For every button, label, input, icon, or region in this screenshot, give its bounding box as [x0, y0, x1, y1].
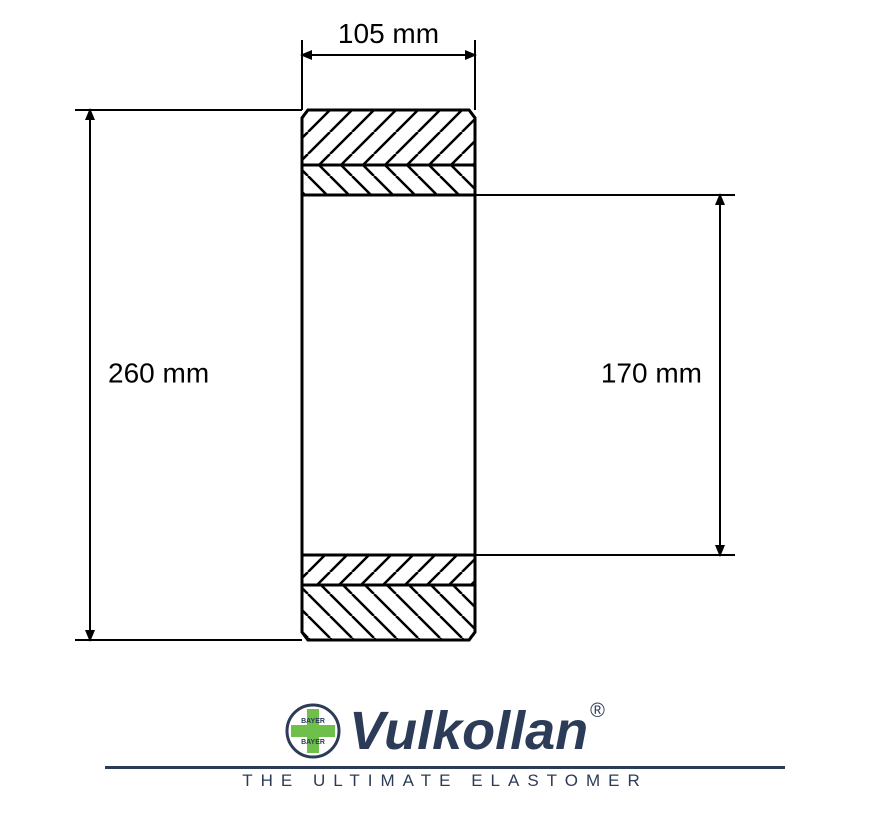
hatch-bottom-inner	[302, 555, 475, 585]
hatch-top-inner	[302, 165, 475, 195]
bayer-badge-icon: BAYER BAYER	[285, 703, 341, 759]
hatch-top-outer	[302, 110, 475, 165]
brand-rule	[105, 766, 785, 769]
technical-drawing: 105 mm 260 mm 170 mm	[0, 0, 890, 700]
dim-outer-height-label: 260 mm	[108, 357, 209, 388]
brand-block: BAYER BAYER Vulkollan® THE ULTIMATE ELAS…	[0, 700, 890, 791]
registered-mark: ®	[590, 700, 605, 722]
dim-inner-height-label: 170 mm	[601, 357, 702, 388]
badge-top-text: BAYER	[301, 718, 325, 725]
badge-bottom-text: BAYER	[301, 739, 325, 746]
hatch-bottom-outer	[302, 585, 475, 640]
dim-width-label: 105 mm	[338, 18, 439, 49]
brand-name: Vulkollan	[349, 701, 588, 761]
brand-tagline: THE ULTIMATE ELASTOMER	[0, 771, 890, 791]
